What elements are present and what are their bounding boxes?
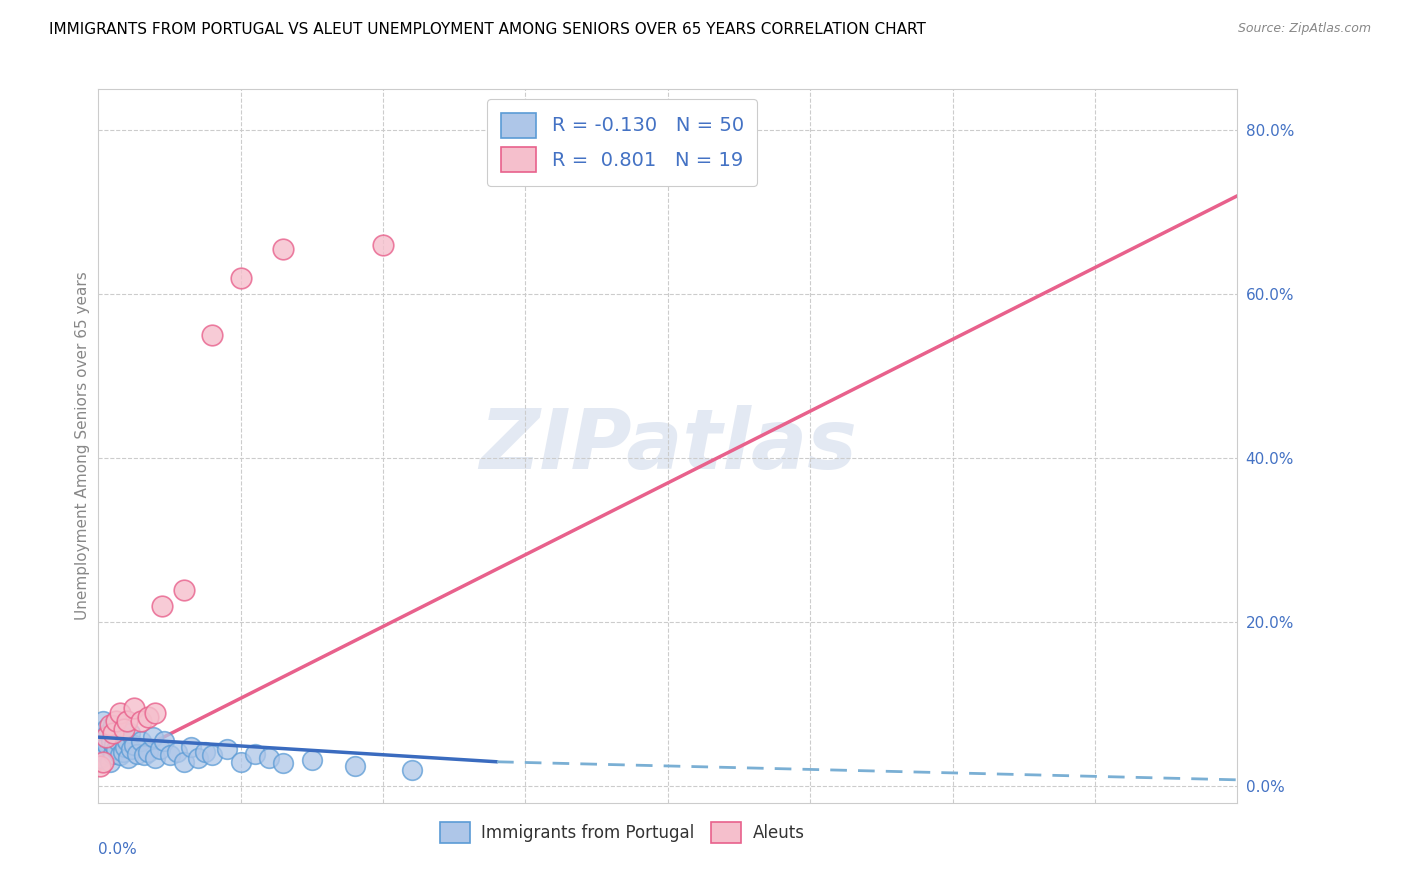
Point: [145, 750, 167, 764]
Point: [141, 730, 163, 744]
Point: [149, 742, 172, 756]
Point: [194, 745, 217, 759]
Text: Source: ZipAtlas.com: Source: ZipAtlas.com: [1237, 22, 1371, 36]
Point: [107, 734, 129, 748]
Point: [120, 742, 142, 756]
Point: [89, 750, 111, 764]
Point: [122, 701, 145, 715]
Point: [98, 718, 121, 732]
Point: [401, 763, 423, 777]
Point: [104, 742, 127, 756]
Point: [115, 734, 138, 748]
Point: [153, 734, 176, 748]
Point: [132, 748, 155, 763]
Legend: Immigrants from Portugal, Aleuts: Immigrants from Portugal, Aleuts: [432, 814, 813, 852]
Point: [94, 722, 117, 736]
Point: [117, 750, 139, 764]
Point: [273, 756, 295, 771]
Text: 0.0%: 0.0%: [98, 842, 138, 857]
Point: [129, 714, 152, 728]
Point: [259, 750, 281, 764]
Point: [104, 714, 127, 728]
Point: [101, 718, 124, 732]
Point: [105, 726, 128, 740]
Point: [112, 730, 135, 744]
Point: [301, 753, 323, 767]
Point: [243, 747, 266, 761]
Point: [93, 734, 115, 748]
Point: [343, 759, 366, 773]
Point: [180, 739, 202, 754]
Point: [89, 759, 111, 773]
Point: [136, 709, 159, 723]
Point: [100, 734, 122, 748]
Point: [115, 714, 138, 728]
Point: [103, 739, 125, 753]
Point: [110, 722, 132, 736]
Point: [152, 599, 174, 613]
Point: [108, 706, 131, 720]
Point: [273, 242, 295, 256]
Text: ZIPatlas: ZIPatlas: [479, 406, 856, 486]
Point: [101, 726, 124, 740]
Point: [91, 755, 114, 769]
Point: [166, 745, 188, 759]
Point: [101, 747, 124, 761]
Point: [114, 739, 136, 754]
Point: [91, 714, 114, 728]
Text: IMMIGRANTS FROM PORTUGAL VS ALEUT UNEMPLOYMENT AMONG SENIORS OVER 65 YEARS CORRE: IMMIGRANTS FROM PORTUGAL VS ALEUT UNEMPL…: [49, 22, 927, 37]
Point: [96, 739, 118, 753]
Point: [94, 730, 117, 744]
Point: [112, 722, 135, 736]
Point: [118, 726, 141, 740]
Point: [229, 270, 252, 285]
Point: [215, 742, 238, 756]
Point: [125, 747, 148, 761]
Point: [373, 238, 395, 252]
Point: [91, 730, 114, 744]
Point: [111, 745, 134, 759]
Point: [129, 734, 152, 748]
Point: [173, 582, 195, 597]
Point: [122, 739, 145, 753]
Point: [94, 747, 117, 761]
Point: [187, 750, 209, 764]
Y-axis label: Unemployment Among Seniors over 65 years: Unemployment Among Seniors over 65 years: [75, 272, 90, 620]
Point: [145, 706, 167, 720]
Point: [108, 748, 131, 763]
Point: [173, 755, 195, 769]
Point: [90, 742, 112, 756]
Point: [201, 328, 224, 343]
Point: [229, 755, 252, 769]
Point: [201, 748, 224, 763]
Point: [159, 748, 181, 763]
Point: [136, 745, 159, 759]
Point: [98, 755, 121, 769]
Point: [97, 726, 120, 740]
